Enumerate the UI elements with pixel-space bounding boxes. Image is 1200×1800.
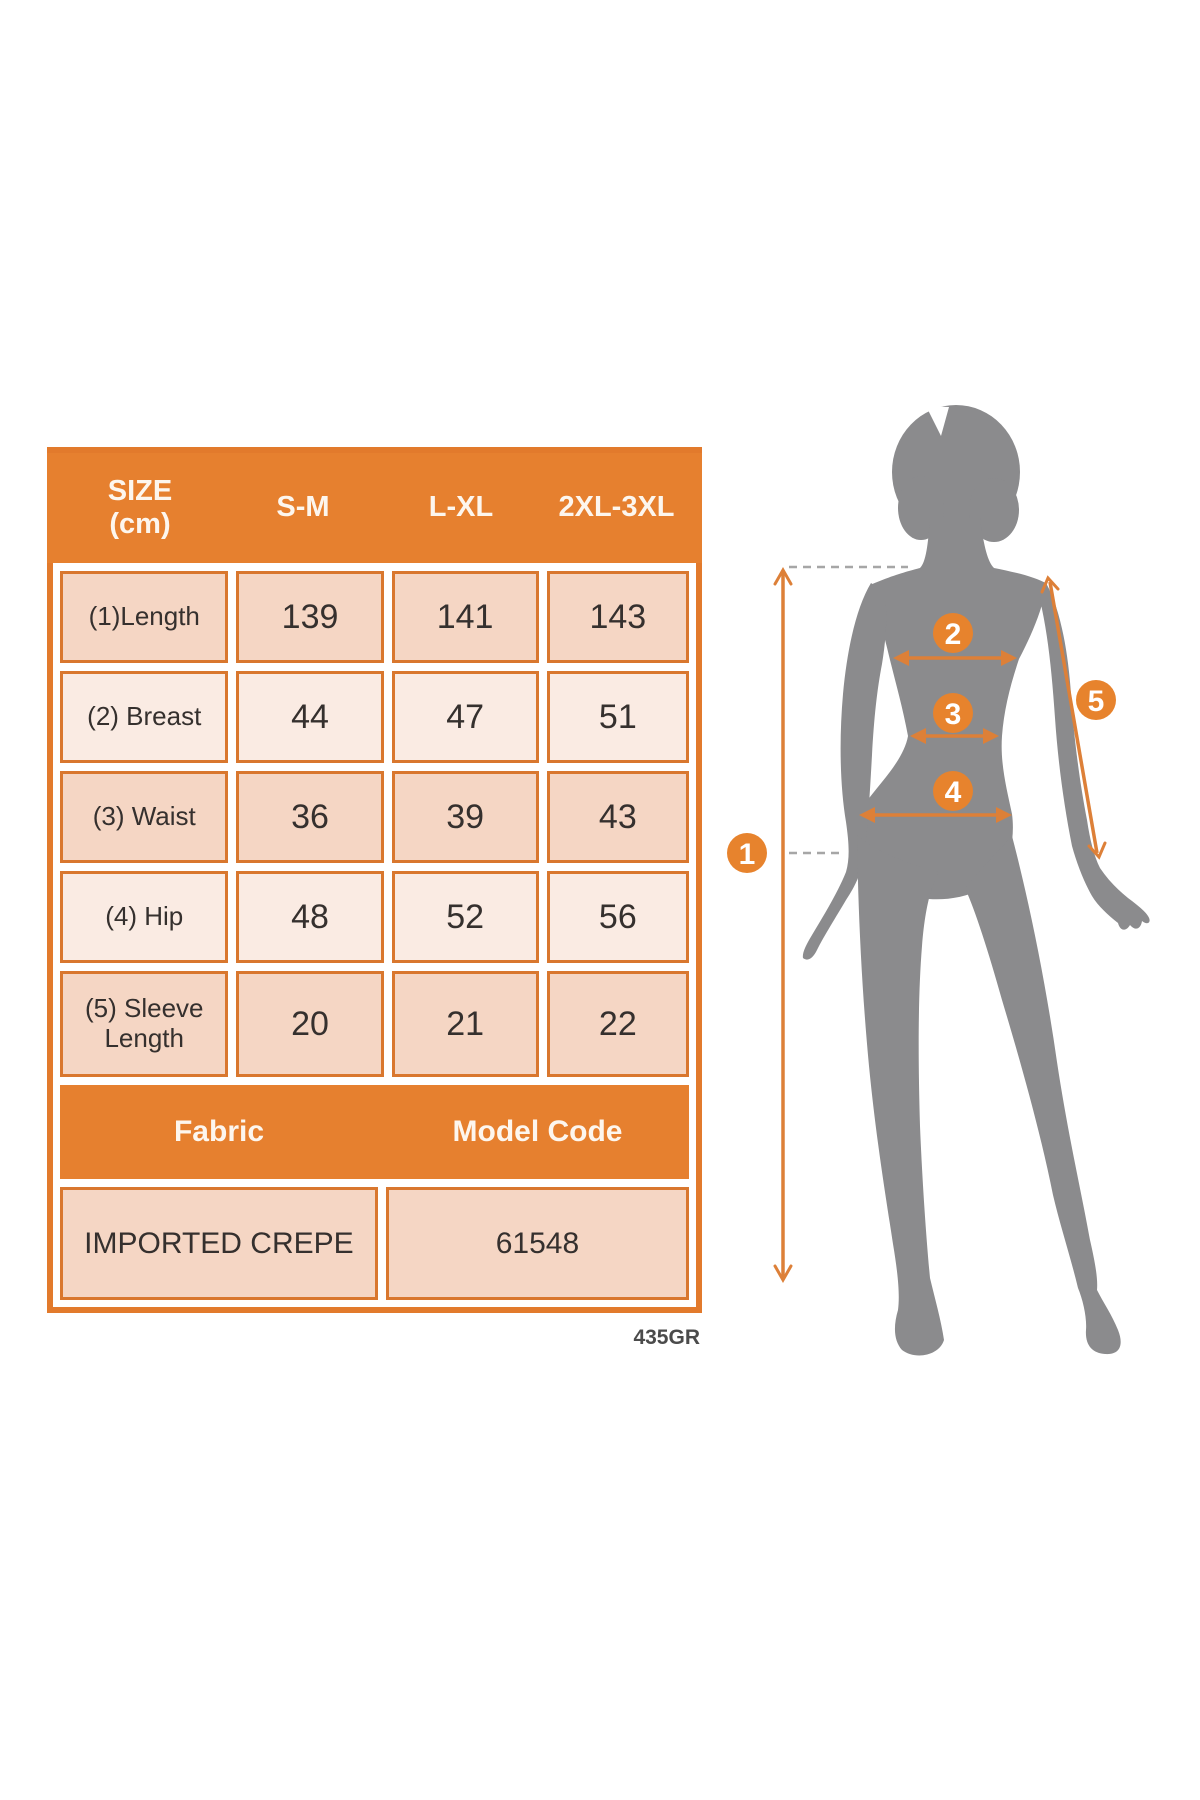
size-table-header-row: SIZE (cm) S-M L-XL 2XL-3XL [47,453,702,563]
table-row-waist: (3) Waist 36 39 43 [60,771,690,863]
marker-1: 1 [727,833,767,873]
table-row-hip: (4) Hip 48 52 56 [60,871,690,963]
cell-value: 44 [236,671,384,763]
cell-value: 139 [236,571,384,663]
product-code-label: 435GR [633,1326,700,1349]
cell-value: 20 [236,971,384,1077]
length-arrow [773,566,793,1284]
waist-arrow [910,728,999,744]
marker-2-number: 2 [945,618,962,651]
marker-4: 4 [933,771,973,811]
cell-value: 141 [391,571,539,663]
cell-value: 47 [391,671,539,763]
cell-value: 36 [236,771,384,863]
column-header-2xl-3xl: 2XL-3XL [558,491,675,524]
woman-silhouette-figure [802,405,1150,1356]
marker-2: 2 [933,613,973,653]
marker-3-number: 3 [945,698,962,731]
sleeve-arrow [1040,575,1107,860]
cell-value: 43 [546,771,690,863]
marker-1-number: 1 [739,838,756,871]
cell-value: 51 [546,671,690,763]
size-header-line1: SIZE [107,474,173,507]
row-label: (1)Length [60,571,229,663]
size-header-line2: (cm) [109,508,171,540]
marker-4-number: 4 [945,776,962,809]
hair-notch [926,406,949,436]
model-code-header: Model Code [452,1115,623,1148]
row-label: (4) Hip [60,871,229,963]
measurement-diagram: 1 2 3 4 5 [727,405,1150,1356]
fabric-value: IMPORTED CREPE [60,1187,378,1300]
cell-value: 48 [236,871,384,963]
size-table-grid: SIZE (cm) S-M L-XL 2XL-3XL (1)Length 139… [47,453,702,1307]
row-label: (3) Waist [60,771,229,863]
breast-arrow [893,650,1017,666]
cell-value: 22 [546,971,690,1077]
size-table: SIZE (cm) S-M L-XL 2XL-3XL (1)Length 139… [47,447,702,1313]
column-header-l-xl: L-XL [428,491,494,524]
table-row-sleeve-length: (5) Sleeve Length 20 21 22 [60,971,690,1077]
fabric-model-value-row: IMPORTED CREPE 61548 [60,1187,689,1300]
cell-value: 21 [391,971,539,1077]
row-label: (5) Sleeve Length [60,971,229,1077]
column-header-s-m: S-M [276,491,330,524]
marker-5: 5 [1076,680,1116,720]
cell-value: 143 [546,571,690,663]
marker-3: 3 [933,693,973,733]
marker-5-number: 5 [1088,685,1105,718]
cell-value: 39 [391,771,539,863]
model-code-value: 61548 [385,1187,689,1300]
fabric-model-header-row: Fabric Model Code [60,1085,689,1179]
fabric-header: Fabric [173,1115,265,1148]
hip-arrow [859,807,1012,823]
cell-value: 52 [391,871,539,963]
size-unit-header: SIZE (cm) [60,453,220,563]
table-row-length: (1)Length 139 141 143 [60,571,690,663]
row-label: (2) Breast [60,671,229,763]
table-row-breast: (2) Breast 44 47 51 [60,671,690,763]
cell-value: 56 [546,871,690,963]
